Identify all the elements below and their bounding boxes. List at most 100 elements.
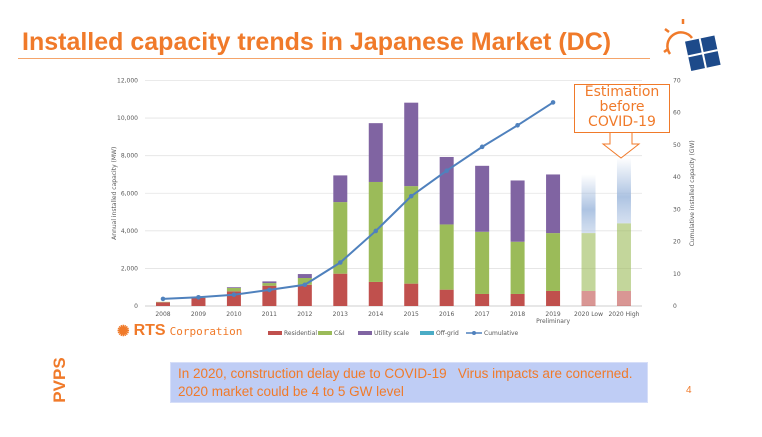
callout-line: COVID-19 (588, 114, 656, 130)
bar-utility-scale (262, 281, 277, 284)
rts-suffix: Corporation (169, 324, 243, 338)
y2-tick-label: 10 (673, 271, 681, 278)
y-tick-label: 0 (134, 303, 138, 310)
legend-marker (472, 331, 476, 335)
y-tick-label: 6,000 (121, 190, 138, 197)
bar-c-i (333, 202, 348, 274)
bar-residential (439, 289, 454, 306)
x-tick-label: 2012 (297, 311, 312, 318)
bar-c-i (581, 233, 596, 291)
y2-tick-label: 40 (673, 174, 681, 181)
bar-c-i (616, 223, 631, 291)
bar-estimation (581, 174, 596, 234)
cumulative-point (373, 228, 379, 234)
rts-sun-icon: ✺ (117, 323, 130, 340)
bar-c-i (439, 224, 454, 290)
bar-utility-scale (546, 174, 561, 234)
bar-c-i (510, 241, 525, 294)
note-line: 2020 market could be 4 to 5 GW level (178, 384, 404, 399)
x-tick-label: 2009 (191, 311, 206, 318)
bar-residential (156, 302, 170, 306)
cumulative-line (162, 101, 554, 300)
y-tick-label: 8,000 (121, 153, 138, 160)
bar-utility-scale (368, 123, 383, 182)
x-tick-label: 2008 (155, 311, 170, 318)
bar-residential (546, 290, 561, 306)
legend-swatch (420, 331, 434, 335)
bar-residential (404, 283, 419, 306)
legend-label: Residential (284, 330, 317, 337)
bar-utility-scale (404, 102, 419, 187)
bar-c-i (297, 278, 312, 285)
title-divider (18, 58, 650, 59)
bar-residential (368, 281, 383, 306)
y2-tick-label: 50 (673, 142, 681, 149)
legend-swatch (358, 331, 372, 335)
y2-tick-label: 20 (673, 239, 681, 246)
bar-utility-scale (475, 165, 490, 232)
y-tick-label: 12,000 (117, 78, 138, 85)
x-tick-label: 2020 High (608, 311, 639, 318)
y-tick-label: 2,000 (121, 265, 138, 272)
bar-utility-scale (226, 287, 241, 288)
legend-swatch (318, 331, 332, 335)
bar-utility-scale (297, 274, 312, 279)
legend-label: Utility scale (374, 330, 409, 337)
x-tick-label: 2020 Low (574, 311, 603, 318)
y2-axis-title: Cumulative installed capacity (GW) (689, 140, 696, 246)
bar-residential (333, 273, 348, 306)
bar-c-i (262, 283, 277, 286)
note-box: In 2020, construction delay due to COVID… (170, 362, 648, 403)
y2-tick-label: 70 (673, 78, 681, 85)
y2-tick-label: 0 (673, 303, 677, 310)
cumulative-point (408, 193, 414, 199)
x-tick-label: 2017 (474, 311, 489, 318)
legend-label: Off-grid (436, 330, 459, 337)
x-tick-label: 2015 (404, 311, 419, 318)
x-tick-sublabel: Preliminary (536, 318, 570, 325)
estimation-callout: Estimation before COVID-19 (574, 84, 670, 133)
legend-swatch (268, 331, 282, 335)
cumulative-point (338, 260, 343, 265)
solar-panel-logo-icon (663, 19, 721, 72)
page-number: 4 (686, 385, 692, 396)
legend-label: Cumulative (484, 330, 519, 337)
bar-residential (581, 290, 596, 306)
x-tick-label: 2013 (333, 311, 348, 318)
cumulative-point (550, 100, 556, 105)
x-tick-label: 2011 (262, 311, 277, 318)
x-tick-label: 2016 (439, 311, 454, 318)
cumulative-point (196, 295, 201, 300)
bar-residential (475, 293, 490, 306)
cumulative-point (479, 144, 485, 150)
down-arrow-icon (601, 132, 641, 159)
rts-logo: ✺ RTS Corporation (117, 322, 242, 340)
bar-c-i (475, 231, 490, 294)
cumulative-point (515, 122, 520, 128)
bar-c-i (404, 186, 419, 284)
callout-line: before (599, 99, 645, 115)
x-tick-label: 2018 (510, 311, 525, 318)
bar-c-i (226, 287, 241, 292)
cumulative-point (302, 282, 308, 288)
bar-residential (297, 284, 312, 306)
note-line: In 2020, construction delay due to COVID… (178, 366, 633, 381)
bar-utility-scale (510, 180, 525, 242)
slide-title: Installed capacity trends in Japanese Ma… (22, 28, 612, 56)
y-tick-label: 10,000 (117, 115, 138, 122)
bar-residential (616, 290, 631, 306)
y-axis-title: Annual installed capacity (MW) (111, 147, 118, 240)
cumulative-point (160, 296, 166, 302)
y2-tick-label: 30 (673, 206, 681, 213)
legend-label: C&I (334, 330, 345, 337)
bar-c-i (546, 233, 561, 291)
y2-tick-label: 60 (673, 110, 681, 117)
bar-utility-scale (333, 175, 348, 203)
bar-residential (191, 297, 206, 306)
callout-line: Estimation (584, 84, 660, 100)
x-tick-label: 2014 (368, 311, 383, 318)
rts-name: RTS (133, 322, 166, 339)
cumulative-point (267, 287, 272, 293)
x-tick-label: 2019 (545, 311, 560, 318)
